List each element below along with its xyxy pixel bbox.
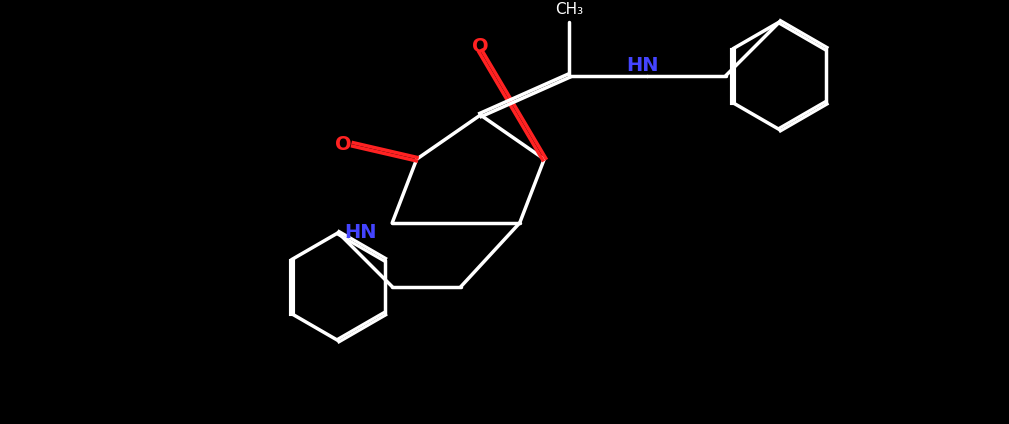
Text: HN: HN bbox=[344, 223, 377, 242]
Text: O: O bbox=[472, 37, 488, 56]
Text: HN: HN bbox=[626, 56, 659, 75]
Text: O: O bbox=[335, 135, 351, 154]
Text: CH₃: CH₃ bbox=[555, 2, 583, 17]
